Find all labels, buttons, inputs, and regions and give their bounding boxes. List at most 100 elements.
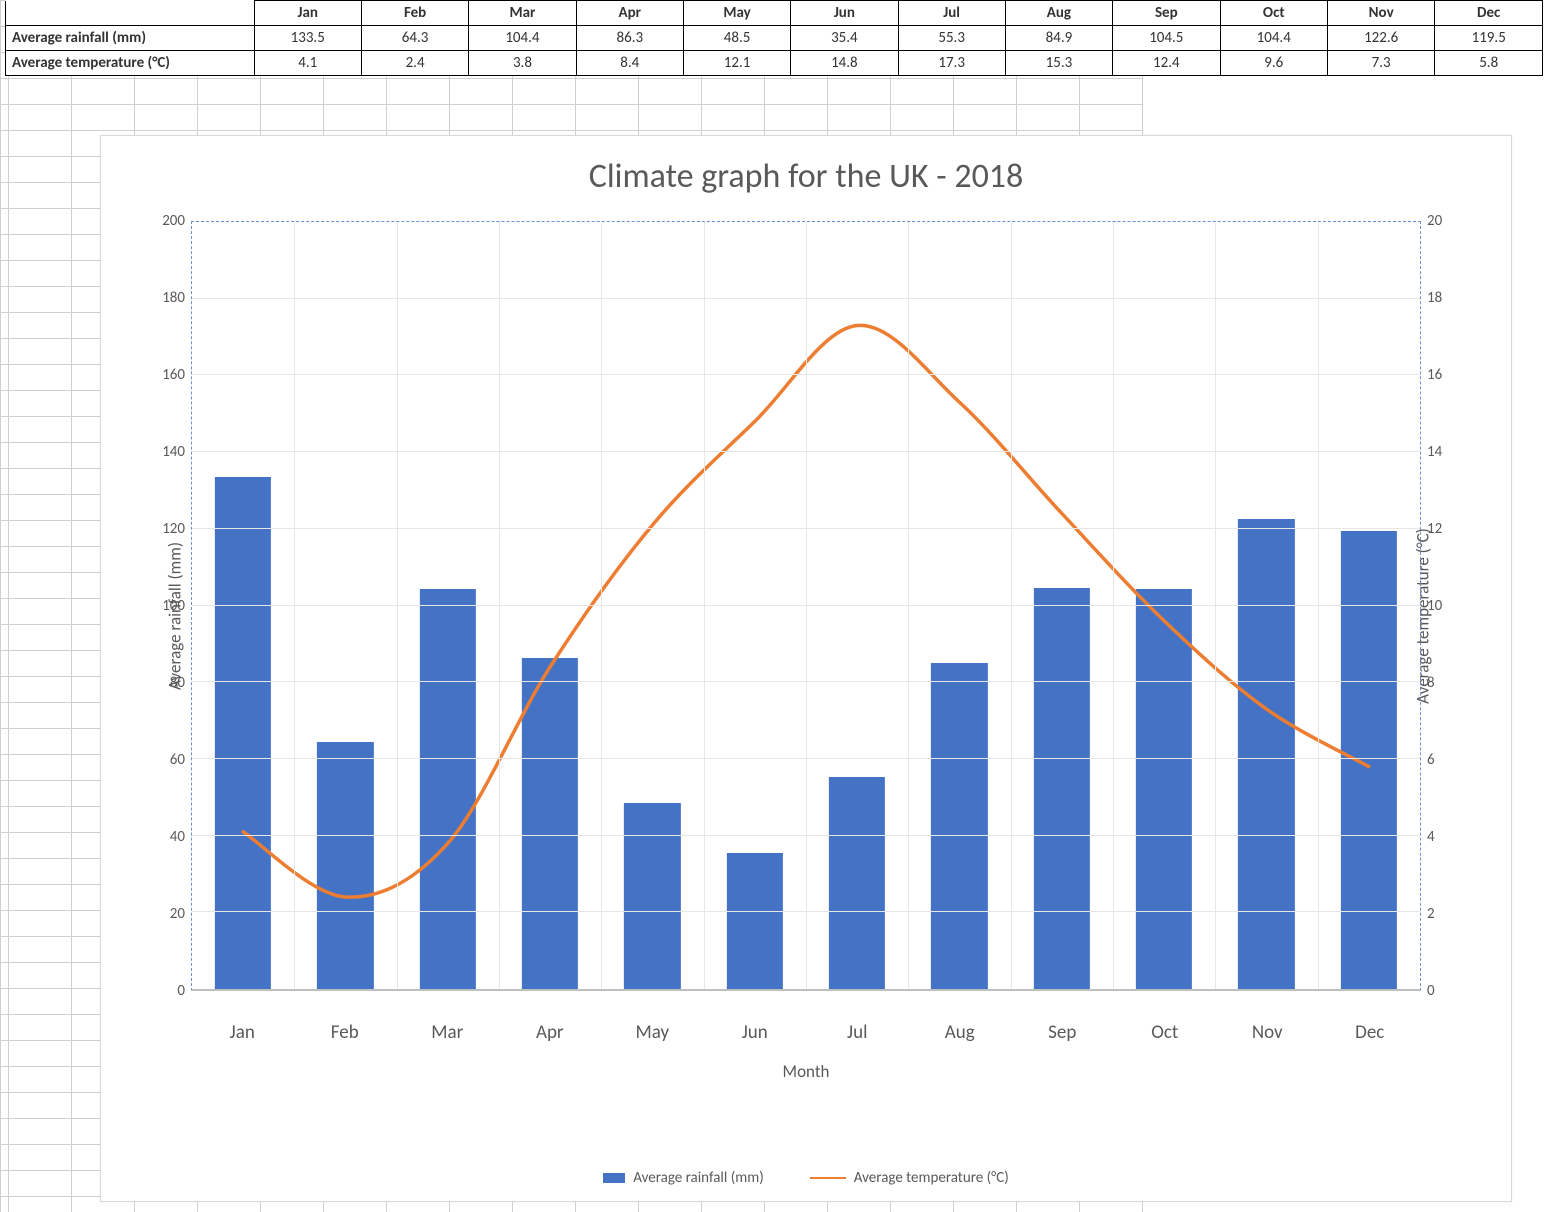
y-tick-left: 40	[131, 828, 191, 846]
grid-v	[294, 222, 295, 989]
table-cell: 7.3	[1327, 51, 1434, 76]
table-corner	[6, 1, 255, 26]
grid-v	[397, 222, 398, 989]
legend-bar-swatch	[603, 1173, 625, 1183]
table-cell: 14.8	[791, 51, 898, 76]
table-cell: 5.8	[1435, 51, 1543, 76]
grid-v	[601, 222, 602, 989]
x-category: Dec	[1355, 1021, 1384, 1044]
plot-area	[191, 221, 1421, 991]
chart-frame[interactable]: Climate graph for the UK - 2018 Average …	[100, 135, 1512, 1202]
table-column-header: Mar	[469, 1, 576, 26]
spreadsheet-pane: JanFebMarAprMayJunJulAugSepOctNovDecAver…	[0, 0, 1548, 1212]
y-tick-left: 160	[131, 366, 191, 384]
x-category: Jun	[742, 1021, 768, 1044]
x-category: Jan	[230, 1021, 255, 1044]
table-cell: 48.5	[683, 26, 790, 51]
grid-v	[1318, 222, 1319, 989]
y-tick-right: 10	[1421, 597, 1481, 615]
table-cell: 84.9	[1005, 26, 1112, 51]
legend-temperature-label: Average temperature (°C)	[854, 1169, 1009, 1187]
table-cell: 4.1	[254, 51, 361, 76]
table-column-header: Oct	[1220, 1, 1327, 26]
plot-wrap: Average rainfall (mm) Average temperatur…	[191, 221, 1421, 1011]
y-tick-right: 16	[1421, 366, 1481, 384]
x-category: Jul	[847, 1021, 867, 1044]
legend-rainfall-label: Average rainfall (mm)	[633, 1169, 764, 1187]
y-tick-right: 12	[1421, 520, 1481, 538]
legend-line-swatch	[810, 1177, 846, 1180]
y-ticks-right: 02468101214161820	[1421, 221, 1481, 991]
data-table: JanFebMarAprMayJunJulAugSepOctNovDecAver…	[5, 0, 1543, 76]
table-cell: 3.8	[469, 51, 576, 76]
table-row-label: Average temperature (°C)	[6, 51, 255, 76]
table-column-header: Sep	[1113, 1, 1220, 26]
y-tick-right: 6	[1421, 751, 1481, 769]
x-category: Feb	[331, 1021, 359, 1044]
table-cell: 86.3	[576, 26, 683, 51]
grid-v	[704, 222, 705, 989]
table-column-header: Jan	[254, 1, 361, 26]
x-category-labels: Jan Feb Mar Apr May Jun Jul Aug Sep Oct Nov Dec	[191, 1021, 1421, 1049]
grid-v	[1215, 222, 1216, 989]
x-category: Mar	[431, 1021, 463, 1044]
y-tick-right: 8	[1421, 674, 1481, 692]
y-ticks-left: 020406080100120140160180200	[131, 221, 191, 991]
table-column-header: Feb	[361, 1, 468, 26]
y-tick-left: 140	[131, 443, 191, 461]
y-tick-left: 20	[131, 905, 191, 923]
y-tick-left: 120	[131, 520, 191, 538]
x-category: Sep	[1048, 1021, 1076, 1044]
y-tick-left: 200	[131, 212, 191, 230]
table-cell: 122.6	[1327, 26, 1434, 51]
grid-v	[908, 222, 909, 989]
grid-v	[499, 222, 500, 989]
x-axis-title: Month	[191, 1061, 1421, 1082]
table-cell: 35.4	[791, 26, 898, 51]
x-category: May	[635, 1021, 669, 1044]
x-category: Apr	[536, 1021, 564, 1044]
table-cell: 104.5	[1113, 26, 1220, 51]
chart-title: Climate graph for the UK - 2018	[101, 136, 1511, 221]
y-tick-left: 60	[131, 751, 191, 769]
legend-item-temperature[interactable]: Average temperature (°C)	[810, 1169, 1009, 1187]
y-tick-left: 100	[131, 597, 191, 615]
table-cell: 55.3	[898, 26, 1005, 51]
y-tick-left: 80	[131, 674, 191, 692]
table-cell: 104.4	[469, 26, 576, 51]
y-tick-left: 180	[131, 289, 191, 307]
table-cell: 133.5	[254, 26, 361, 51]
table-cell: 8.4	[576, 51, 683, 76]
y-tick-right: 2	[1421, 905, 1481, 923]
table-row-label: Average rainfall (mm)	[6, 26, 255, 51]
table-cell: 2.4	[361, 51, 468, 76]
y-tick-right: 0	[1421, 982, 1481, 1000]
y-tick-right: 20	[1421, 212, 1481, 230]
chart-legend: Average rainfall (mm) Average temperatur…	[101, 1169, 1511, 1187]
y-tick-right: 14	[1421, 443, 1481, 461]
table-cell: 12.4	[1113, 51, 1220, 76]
x-category: Aug	[945, 1021, 975, 1044]
table-column-header: Apr	[576, 1, 683, 26]
table-column-header: Dec	[1435, 1, 1543, 26]
grid-v	[1011, 222, 1012, 989]
table-cell: 17.3	[898, 51, 1005, 76]
legend-item-rainfall[interactable]: Average rainfall (mm)	[603, 1169, 764, 1187]
table-cell: 15.3	[1005, 51, 1112, 76]
x-category: Nov	[1252, 1021, 1283, 1044]
table-cell: 12.1	[683, 51, 790, 76]
table-column-header: Nov	[1327, 1, 1434, 26]
grid-v	[1113, 222, 1114, 989]
x-category: Oct	[1151, 1021, 1178, 1044]
y-tick-right: 18	[1421, 289, 1481, 307]
grid-v	[806, 222, 807, 989]
table-cell: 64.3	[361, 26, 468, 51]
y-tick-right: 4	[1421, 828, 1481, 846]
table-cell: 119.5	[1435, 26, 1543, 51]
table-column-header: Jun	[791, 1, 898, 26]
table-cell: 9.6	[1220, 51, 1327, 76]
table-column-header: Aug	[1005, 1, 1112, 26]
y-tick-left: 0	[131, 982, 191, 1000]
table-column-header: Jul	[898, 1, 1005, 26]
table-cell: 104.4	[1220, 26, 1327, 51]
